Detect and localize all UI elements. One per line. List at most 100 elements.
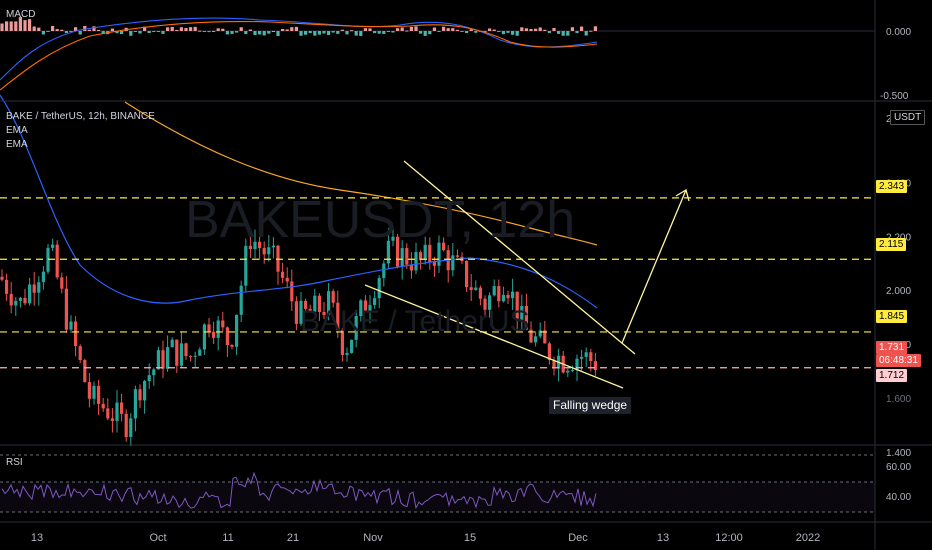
candle-body: [580, 356, 584, 359]
macd-histogram-bar: [488, 28, 492, 31]
macd-histogram-bar: [138, 31, 142, 34]
macd-histogram-bar: [419, 31, 423, 34]
macd-histogram-bar: [529, 28, 533, 31]
macd-histogram-bar: [143, 26, 147, 31]
candle-body: [97, 385, 101, 404]
macd-histogram-bar: [336, 31, 340, 34]
candle-body: [331, 291, 335, 303]
macd-histogram-bar: [414, 26, 418, 31]
candle-body: [216, 320, 220, 338]
macd-histogram-bar: [331, 31, 335, 33]
macd-histogram-bar: [368, 28, 372, 31]
macd-histogram-bar: [327, 31, 331, 36]
candle-body: [396, 236, 400, 267]
macd-histogram-bar: [543, 29, 547, 31]
candle-body: [465, 260, 469, 288]
candle-body: [83, 360, 87, 383]
time-tick: 21: [287, 532, 299, 544]
time-tick: 11: [222, 532, 233, 544]
macd-histogram-bar: [386, 31, 390, 32]
macd-histogram-bar: [566, 31, 570, 36]
candle-body: [409, 264, 413, 271]
candle-body: [478, 287, 482, 299]
candle-body: [120, 402, 124, 414]
macd-histogram-bar: [189, 27, 193, 31]
time-tick: 13: [31, 532, 43, 544]
macd-histogram-bar: [469, 29, 473, 31]
macd-histogram-bar: [239, 27, 243, 31]
symbol-title[interactable]: BAKE / TetherUS, 12h, BINANCE: [6, 111, 155, 122]
candle-body: [340, 330, 344, 355]
macd-tick: -0.500: [880, 91, 909, 102]
macd-histogram-bar: [455, 29, 459, 31]
macd-histogram-bar: [101, 31, 105, 34]
macd-signal-line: [0, 20, 598, 91]
candle-body: [506, 294, 510, 299]
candle-body: [336, 302, 340, 331]
macd-histogram-bar: [363, 28, 367, 31]
macd-histogram-bar: [561, 31, 565, 36]
candle-body: [589, 352, 593, 362]
candle-body: [262, 248, 266, 255]
candle-body: [400, 248, 404, 267]
macd-histogram-bar: [28, 19, 32, 31]
indicator-ema-2[interactable]: EMA: [6, 139, 28, 150]
breakout-arrowhead: [675, 189, 690, 202]
macd-histogram-bar: [285, 29, 289, 31]
macd-histogram-bar: [115, 31, 119, 34]
candle-body: [308, 308, 312, 312]
macd-histogram-bar: [308, 31, 312, 34]
rsi-tick: 60.00: [886, 462, 911, 473]
macd-histogram-bar: [593, 26, 597, 31]
macd-histogram-bar: [396, 28, 400, 31]
macd-histogram-bar: [382, 31, 386, 34]
macd-histogram-bar: [345, 31, 349, 35]
currency-button[interactable]: USDT: [890, 110, 926, 125]
macd-histogram-bar: [248, 29, 252, 31]
candle-body: [14, 300, 18, 306]
macd-line: [0, 17, 598, 81]
macd-histogram-bar: [51, 26, 55, 31]
candle-body: [405, 248, 409, 265]
candle-body: [138, 389, 142, 401]
candle-body: [511, 291, 515, 299]
candle-body: [575, 358, 579, 371]
candle-body: [202, 324, 206, 350]
candle-body: [281, 271, 285, 278]
breakout-arrow: [621, 189, 687, 344]
candle-body: [350, 339, 354, 353]
macd-histogram-bar: [216, 28, 220, 31]
time-tick: 2022: [796, 532, 820, 544]
time-tick: Dec: [568, 532, 588, 544]
time-tick: Oct: [149, 532, 166, 544]
macd-histogram-bar: [69, 31, 73, 32]
macd-histogram-bar: [156, 31, 160, 32]
candle-body: [166, 347, 170, 369]
candle-body: [110, 418, 114, 421]
price-tick: 2.000: [886, 286, 911, 297]
candle-body: [313, 295, 317, 312]
macd-histogram-bar: [290, 27, 294, 31]
candle-body: [115, 402, 119, 421]
rsi-title[interactable]: RSI: [6, 457, 23, 468]
indicator-ema-1[interactable]: EMA: [6, 125, 28, 136]
macd-histogram-bar: [354, 31, 358, 36]
candle-body: [322, 312, 326, 316]
macd-histogram-bar: [442, 26, 446, 31]
candle-body: [483, 298, 487, 310]
macd-histogram-bar: [202, 31, 206, 32]
macd-histogram-bar: [483, 31, 487, 32]
wedge-upper-line: [403, 160, 636, 355]
candle-body: [547, 343, 551, 361]
macd-histogram-bar: [580, 26, 584, 31]
candle-body: [69, 321, 73, 330]
macd-title[interactable]: MACD: [6, 9, 36, 20]
macd-histogram-bar: [87, 29, 91, 31]
macd-histogram-bar: [14, 21, 18, 31]
candle-body: [442, 242, 446, 251]
macd-histogram-bar: [230, 31, 234, 34]
candle-body: [497, 286, 501, 302]
macd-histogram-bar: [198, 30, 202, 32]
candle-body: [161, 350, 165, 369]
